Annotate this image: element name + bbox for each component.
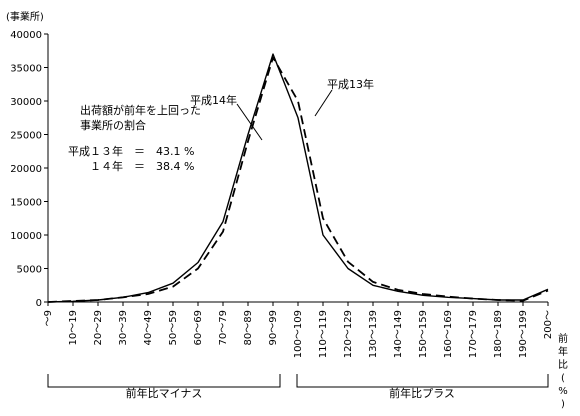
x-tick-label: 120～129: [343, 310, 354, 358]
x-tick-label: 70～79: [218, 310, 229, 345]
share-annotation: 出荷額が前年を上回った 事業所の割合 平成１３年 ＝ 43.1 % １４年 ＝ …: [68, 103, 201, 173]
x-tick-label: 180～189: [493, 310, 504, 358]
y-tick-label: 40000: [10, 30, 42, 41]
series-lines: [47, 53, 549, 303]
x-tick-label: 50～59: [168, 310, 179, 345]
minus-group-bracket: [47, 374, 281, 388]
series-line-1: [47, 53, 549, 303]
series-label-h13-leader: [314, 89, 333, 117]
y-axis-unit-label: (事業所): [6, 10, 44, 23]
x-tick-label: 30～39: [118, 310, 129, 345]
x-tick-label: 60～69: [193, 310, 204, 345]
x-tick-label: 140～149: [393, 310, 404, 358]
x-tick-label: 10～19: [68, 310, 79, 345]
plus-group-label: 前年比プラス: [389, 386, 455, 400]
y-tick-label: 10000: [10, 231, 42, 242]
x-tick-label: 160～169: [443, 310, 454, 358]
series-line-0: [47, 56, 549, 303]
x-tick-label: ～9: [43, 310, 54, 326]
y-tick-label: 25000: [10, 131, 42, 142]
x-tick-label: 40～49: [143, 310, 154, 345]
x-tick-label: 170～179: [468, 310, 479, 358]
y-tick-label: 35000: [10, 64, 42, 75]
y-tick-label: 0: [36, 298, 42, 309]
x-tick-label: 90～99: [268, 310, 279, 345]
y-tick-label: 30000: [10, 97, 42, 108]
series-label-h14-leader: [236, 103, 263, 141]
group-brackets: 前年比マイナス 前年比プラス: [47, 374, 549, 400]
series-label-h13: 平成13年: [327, 77, 374, 91]
x-tick-label: 100～109: [293, 310, 304, 358]
x-tick-label: 130～139: [368, 310, 379, 358]
x-tick-label: 80～89: [243, 310, 254, 345]
y-tick-label: 15000: [10, 198, 42, 209]
x-tick-label: 20～29: [93, 310, 104, 345]
y-tick-label: 5000: [17, 265, 42, 276]
x-axis-unit-label: 前年比(%): [558, 332, 568, 410]
annotation-row-h14: １４年 ＝ 38.4 %: [68, 159, 194, 173]
minus-group-label: 前年比マイナス: [126, 386, 203, 400]
x-tick-label: 200～: [543, 310, 554, 339]
series-label-h14: 平成14年: [190, 93, 237, 107]
plus-group-bracket: [296, 374, 549, 388]
annotation-row-h13: 平成１３年 ＝ 43.1 %: [68, 144, 194, 158]
y-axis-ticks: 0 5000 10000 15000 20000 25000 30000 35000 40000: [10, 30, 48, 309]
annotation-title-line1: 出荷額が前年を上回った: [80, 103, 201, 117]
x-tick-label: 190～199: [518, 310, 529, 358]
x-axis-ticks: ～9 10～19 20～29 30～39 40～49 50～59 60～69 70～79 80～…: [43, 302, 554, 358]
annotation-title-line2: 事業所の割合: [80, 118, 146, 132]
x-tick-label: 150～159: [418, 310, 429, 358]
x-tick-label: 110～119: [318, 310, 329, 358]
y-tick-label: 20000: [10, 164, 42, 175]
